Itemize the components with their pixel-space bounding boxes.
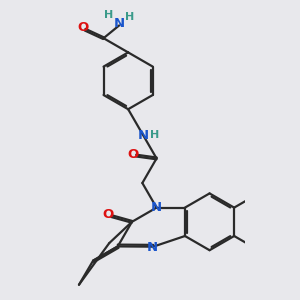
Text: H: H [151, 130, 160, 140]
Text: N: N [114, 17, 125, 31]
Text: H: H [125, 12, 134, 22]
Text: N: N [151, 201, 162, 214]
Text: O: O [127, 148, 139, 160]
Text: O: O [77, 21, 88, 34]
Text: N: N [147, 241, 158, 254]
Text: O: O [103, 208, 114, 221]
Text: H: H [104, 10, 114, 20]
Text: N: N [138, 129, 149, 142]
